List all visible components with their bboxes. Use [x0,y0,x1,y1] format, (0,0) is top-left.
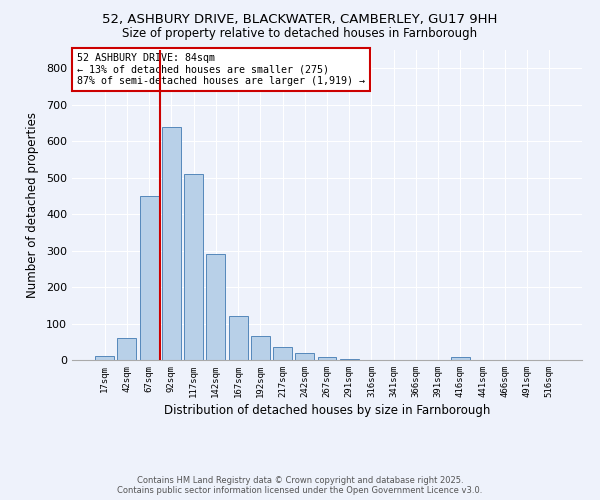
Bar [340,359,359,360]
Bar [140,196,158,360]
Bar [317,357,337,360]
Bar [273,347,292,360]
Bar [206,254,225,360]
Y-axis label: Number of detached properties: Number of detached properties [26,112,39,298]
Bar [295,352,314,360]
Bar [95,356,114,360]
Bar [229,316,248,360]
X-axis label: Distribution of detached houses by size in Farnborough: Distribution of detached houses by size … [164,404,490,417]
Bar [451,357,470,360]
Bar [118,338,136,360]
Text: 52, ASHBURY DRIVE, BLACKWATER, CAMBERLEY, GU17 9HH: 52, ASHBURY DRIVE, BLACKWATER, CAMBERLEY… [103,12,497,26]
Text: Contains HM Land Registry data © Crown copyright and database right 2025.
Contai: Contains HM Land Registry data © Crown c… [118,476,482,495]
Bar [251,336,270,360]
Bar [162,126,181,360]
Text: 52 ASHBURY DRIVE: 84sqm
← 13% of detached houses are smaller (275)
87% of semi-d: 52 ASHBURY DRIVE: 84sqm ← 13% of detache… [77,53,365,86]
Text: Size of property relative to detached houses in Farnborough: Size of property relative to detached ho… [122,28,478,40]
Bar [184,174,203,360]
